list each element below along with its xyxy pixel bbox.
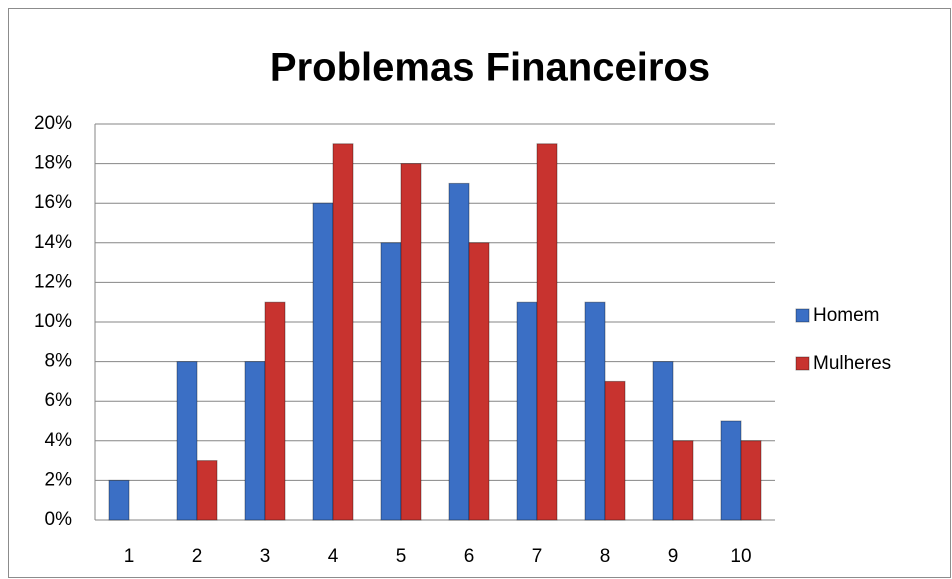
bar [516, 301, 538, 521]
x-tick-label: 10 [730, 546, 751, 567]
y-tick-label: 2% [45, 469, 73, 490]
x-tick-label: 5 [396, 546, 407, 567]
x-tick-label: 8 [600, 546, 611, 567]
chart-title: Problemas Financeiros [270, 46, 710, 90]
x-tick-label: 7 [532, 546, 543, 567]
bar [720, 420, 742, 521]
bar [740, 440, 762, 521]
bar [244, 361, 266, 521]
legend-swatch [795, 308, 810, 323]
y-tick-label: 8% [45, 351, 73, 372]
x-tick-label: 3 [260, 546, 271, 567]
bar [652, 361, 674, 521]
y-tick-label: 14% [34, 232, 72, 253]
x-tick-label: 6 [464, 546, 475, 567]
bar [196, 460, 218, 521]
x-tick-label: 4 [328, 546, 339, 567]
y-tick-label: 6% [45, 390, 73, 411]
bar [380, 242, 402, 521]
bar [332, 143, 354, 521]
bar [604, 380, 626, 521]
y-tick-label: 0% [45, 509, 73, 530]
legend-swatch [795, 356, 810, 371]
bar [536, 143, 558, 521]
bar [672, 440, 694, 521]
x-tick-label: 2 [192, 546, 203, 567]
bar [264, 301, 286, 521]
bar [176, 361, 198, 521]
bar [448, 182, 470, 521]
bar [468, 242, 490, 521]
y-tick-label: 18% [34, 153, 72, 174]
bar [584, 301, 606, 521]
x-tick-label: 1 [124, 546, 135, 567]
y-tick-label: 4% [45, 430, 73, 451]
bar [400, 163, 422, 521]
y-tick-label: 12% [34, 271, 72, 292]
x-tick-label: 9 [668, 546, 679, 567]
bar [312, 202, 334, 521]
y-tick-label: 20% [34, 113, 72, 134]
legend-label: Mulheres [813, 353, 891, 374]
y-tick-label: 16% [34, 192, 72, 213]
legend-label: Homem [813, 305, 880, 326]
bar [108, 479, 130, 521]
y-tick-label: 10% [34, 311, 72, 332]
